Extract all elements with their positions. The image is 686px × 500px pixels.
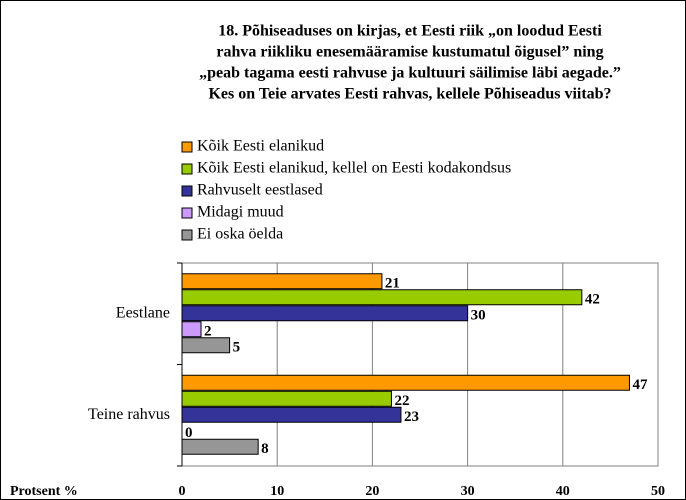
legend-label: Midagi muud xyxy=(197,204,284,221)
bar xyxy=(181,438,259,455)
bar xyxy=(181,289,583,306)
bar xyxy=(181,337,231,354)
legend-label: Rahvuselt eestlased xyxy=(197,182,323,199)
value-label: 21 xyxy=(385,276,400,292)
legend-swatch xyxy=(181,207,193,219)
x-tick-label: 30 xyxy=(461,484,475,499)
y-tick-label: Eestlane xyxy=(116,304,170,321)
value-label: 5 xyxy=(233,340,241,356)
x-tick-label: 10 xyxy=(270,484,284,499)
legend-swatch xyxy=(181,185,193,197)
bar xyxy=(181,406,402,423)
chart-title: 18. Põhiseaduses on kirjas, et Eesti rii… xyxy=(218,23,602,40)
legend-swatch xyxy=(181,163,193,175)
value-label: 47 xyxy=(632,377,648,393)
y-tick-label: Teine rahvus xyxy=(88,406,170,423)
x-tick-label: 20 xyxy=(365,484,379,499)
legend-label: Ei oska öelda xyxy=(197,226,283,243)
x-tick-label: 0 xyxy=(179,484,186,499)
value-label: 22 xyxy=(394,393,409,409)
chart-title: Kes on Teie arvates Eesti rahvas, kellel… xyxy=(208,86,611,103)
chart-title: „peab tagama eesti rahvuse ja kultuuri s… xyxy=(199,65,621,82)
x-tick-label: 50 xyxy=(651,484,665,499)
value-label: 8 xyxy=(261,441,269,457)
value-label: 23 xyxy=(404,409,419,425)
chart-title: rahva riikliku enesemääramise kustumatul… xyxy=(216,44,603,61)
bar xyxy=(181,273,383,290)
legend-label: Kõik Eesti elanikud xyxy=(197,138,324,155)
value-label: 30 xyxy=(471,308,486,324)
legend-swatch xyxy=(181,141,193,153)
x-axis-label: Protsent % xyxy=(10,484,78,499)
value-label: 2 xyxy=(204,324,212,340)
bar xyxy=(181,390,392,407)
legend-label: Kõik Eesti elanikud, kellel on Eesti kod… xyxy=(197,160,511,177)
value-label: 0 xyxy=(185,425,193,441)
legend-swatch xyxy=(181,229,193,241)
x-tick-label: 40 xyxy=(556,484,570,499)
bar xyxy=(181,305,469,322)
bar xyxy=(181,374,630,391)
value-label: 42 xyxy=(585,292,600,308)
bar xyxy=(181,321,202,338)
